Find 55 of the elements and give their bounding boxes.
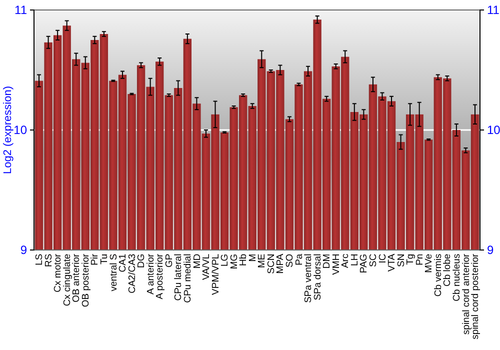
y2-tick-label: 10 [487, 122, 500, 137]
y2-tick-label: 11 [487, 2, 500, 17]
x-tick-label: Tg [405, 254, 416, 265]
y-tick-label: 11 [14, 2, 28, 17]
x-tick-label: CPu medial [182, 254, 194, 303]
x-tick-label: Tu [98, 254, 110, 265]
x-tick-label: VA/VL [201, 254, 212, 280]
x-tick-label: DM [322, 254, 333, 269]
y-tick-label: 10 [14, 122, 28, 137]
x-tick-label: Arc [340, 254, 352, 268]
x-tick-label: LG [220, 254, 231, 266]
x-tick-label: Cb lobe [442, 254, 454, 287]
x-tick-label: Cx motor [52, 254, 64, 292]
x-tick-label: VTA [386, 253, 398, 272]
x-tick-label: A anterior [145, 254, 156, 294]
x-tick-label: Cb vermis [432, 254, 444, 297]
x-tick-label: LS [34, 254, 46, 266]
x-tick-label: IC [377, 254, 388, 264]
x-tick-label: CA2/CA3 [126, 254, 138, 294]
x-tick-label: M [247, 254, 258, 262]
x-tick-label: VPM/VPL [210, 254, 222, 295]
y-axis-title: Log2 (expression) [2, 86, 14, 174]
x-tick-label: SPa ventral [303, 254, 314, 303]
x-tick-label: spinal cord anterior [460, 254, 472, 335]
x-tick-label: Pa [294, 253, 305, 266]
x-tick-label: MG [228, 254, 240, 270]
x-tick-label: SPa dorsal [312, 254, 324, 300]
x-tick-label: MPA [275, 253, 286, 274]
x-tick-label: SC [368, 254, 379, 268]
y-tick-label: 9 [20, 242, 28, 257]
x-tick-label: A posterior [154, 254, 166, 300]
x-tick-label: RS [43, 254, 54, 268]
x-tick-label: MD [192, 254, 203, 269]
x-tick-label: OB posterior [80, 254, 92, 308]
x-tick-label: OB anterior [71, 254, 82, 302]
x-tick-label: LH [349, 254, 360, 266]
x-tick-label: CPu lateral [173, 254, 184, 301]
y2-tick-label: 9 [487, 242, 494, 257]
x-tick-label: ventral S [108, 254, 120, 292]
x-tick-label: Pir [90, 254, 101, 266]
x-tick-label: SCN [266, 254, 277, 274]
x-tick-label: VMH [330, 254, 342, 275]
x-tick-label: DG [136, 254, 148, 268]
x-tick-label: GP [164, 254, 175, 268]
x-tick-label: MVe [424, 254, 435, 273]
x-tick-label: ME [256, 254, 268, 268]
x-tick-label: Cb nucleus [451, 254, 462, 302]
x-tick-label: Hb [238, 254, 250, 266]
x-tick-label: Pn [414, 254, 426, 266]
x-tick-label: Cx cingulate [62, 254, 73, 306]
x-tick-label: CA1 [118, 254, 129, 272]
x-tick-label: SN [396, 254, 407, 268]
x-tick-label: SO [284, 254, 296, 268]
x-tick-label: PAG [358, 254, 370, 274]
x-tick-label: spinal cord posterior [470, 254, 482, 340]
